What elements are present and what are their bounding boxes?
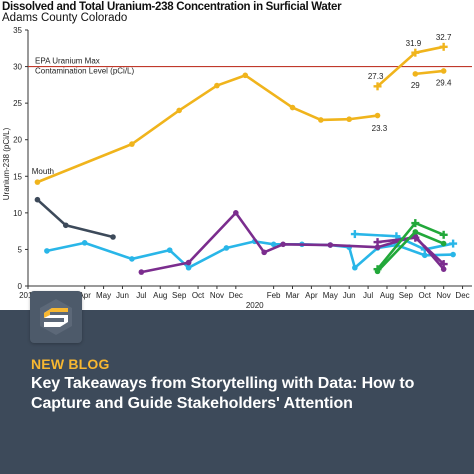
data-label: 29 bbox=[411, 81, 420, 90]
epa-limit-label-units: Contamination Level (pCi/L) bbox=[35, 67, 134, 76]
series-4-point bbox=[81, 240, 88, 246]
series-8-point bbox=[411, 219, 420, 228]
series-6-point bbox=[440, 266, 447, 272]
series-2-point bbox=[440, 68, 447, 74]
series-line-5 bbox=[354, 232, 454, 251]
series-9-point bbox=[440, 240, 447, 247]
x-tick-label: Aug bbox=[153, 291, 167, 300]
series-3-point bbox=[62, 222, 69, 229]
uranium-line-chart: 0 5 10 15 20 25 30 35 Uranium-238 (pCi/L) 2019 Apr… bbox=[2, 26, 472, 310]
x-tick-label: Oct bbox=[192, 291, 205, 300]
x-tick-label: Feb bbox=[267, 291, 281, 300]
series-4-point bbox=[166, 247, 173, 253]
chart-title: Dissolved and Total Uranium-238 Concentr… bbox=[2, 1, 342, 13]
series-2-point bbox=[412, 71, 419, 77]
series-1-point bbox=[439, 42, 448, 51]
series-0-point bbox=[374, 112, 381, 119]
x-tick-label: Dec bbox=[229, 291, 243, 300]
data-label: 29.4 bbox=[436, 79, 452, 88]
blog-headline[interactable]: Key Takeaways from Storytelling with Dat… bbox=[31, 375, 415, 412]
data-label: 32.7 bbox=[436, 33, 452, 42]
x-tick-label: Nov bbox=[210, 291, 224, 300]
chart-subtitle: Adams County Colorado bbox=[2, 12, 128, 24]
series-3-point bbox=[110, 234, 116, 240]
series-4-point bbox=[270, 241, 277, 248]
x-tick-label: Mar bbox=[286, 291, 300, 300]
series-0-point bbox=[289, 104, 296, 111]
series-4-point bbox=[223, 245, 230, 251]
y-tick-label: 5 bbox=[18, 245, 23, 254]
series-4-point bbox=[44, 248, 50, 254]
epa-limit-label: EPA Uranium Max bbox=[35, 57, 100, 66]
data-label: 23.3 bbox=[372, 124, 388, 133]
x-tick-label: Apr bbox=[305, 291, 318, 300]
x-tick-label: Nov bbox=[437, 291, 451, 300]
series-1-point bbox=[411, 48, 420, 57]
series-line-9 bbox=[376, 230, 445, 273]
series-6-point bbox=[138, 269, 145, 275]
x-tick-label: Aug bbox=[380, 291, 394, 300]
x-tick-label: 2019 bbox=[19, 291, 37, 300]
y-axis-label: Uranium-238 (pCi/L) bbox=[2, 127, 11, 200]
x-tick-label: May bbox=[323, 291, 338, 300]
series-6-point bbox=[374, 244, 381, 251]
series-line-0 bbox=[36, 74, 378, 184]
y-tick-label: 30 bbox=[13, 63, 22, 72]
series-6-point bbox=[280, 241, 286, 248]
series-7-point bbox=[439, 260, 448, 269]
y-tick-label: 0 bbox=[18, 282, 23, 291]
series-7-point bbox=[411, 233, 420, 242]
series-0-point bbox=[242, 72, 249, 79]
series-8-point bbox=[439, 230, 448, 239]
y-tick-label: 10 bbox=[13, 209, 22, 218]
series-0-point bbox=[129, 141, 135, 147]
year-label: 2020 bbox=[246, 301, 264, 310]
annotation-label: Mouth bbox=[32, 167, 54, 176]
x-tick-label: Sep bbox=[399, 291, 414, 300]
series-5-point bbox=[449, 239, 458, 248]
series-4-point bbox=[352, 264, 358, 271]
series-9-point bbox=[412, 229, 419, 235]
series-4-point bbox=[450, 251, 456, 258]
x-tick-label: Dec bbox=[455, 291, 469, 300]
series-0-point bbox=[318, 117, 324, 123]
series-3-point bbox=[34, 196, 41, 203]
y-tick-label: 15 bbox=[13, 172, 22, 181]
x-tick-label: Jul bbox=[363, 291, 373, 300]
x-tick-label: Apr bbox=[78, 291, 91, 300]
y-tick-label: 25 bbox=[13, 99, 22, 108]
series-4-point bbox=[421, 252, 428, 259]
y-tick-label: 20 bbox=[13, 136, 22, 145]
data-label: 31.9 bbox=[406, 39, 422, 48]
data-label: 27.3 bbox=[368, 72, 384, 81]
y-tick-label: 35 bbox=[13, 26, 22, 35]
x-tick-label: Jun bbox=[116, 291, 129, 300]
series-0-point bbox=[176, 107, 182, 114]
x-tick-label: Oct bbox=[419, 291, 432, 300]
series-7-point bbox=[373, 238, 382, 247]
series-1-point bbox=[373, 82, 382, 91]
series-0-point bbox=[214, 82, 220, 89]
series-4-point bbox=[129, 256, 135, 262]
x-tick-label: Sep bbox=[172, 291, 187, 300]
series-5-point bbox=[350, 230, 359, 239]
series-6-point bbox=[261, 249, 267, 256]
series-line-3 bbox=[36, 198, 114, 239]
x-tick-label: Jul bbox=[136, 291, 146, 300]
series-0-point bbox=[346, 116, 352, 123]
x-tick-label: Jun bbox=[343, 291, 356, 300]
x-tick-label: May bbox=[96, 291, 111, 300]
series-6-point bbox=[185, 259, 192, 266]
chart-image: Dissolved and Total Uranium-238 Concentr… bbox=[0, 0, 474, 310]
series-line-2 bbox=[415, 69, 444, 76]
series-6-point bbox=[233, 210, 239, 216]
company-logo-icon bbox=[30, 291, 82, 343]
blog-tag: NEW BLOG bbox=[31, 356, 110, 372]
series-4-point bbox=[185, 264, 192, 271]
series-6-point bbox=[327, 242, 334, 248]
series-9-point bbox=[374, 268, 381, 275]
series-0-point bbox=[34, 179, 41, 185]
